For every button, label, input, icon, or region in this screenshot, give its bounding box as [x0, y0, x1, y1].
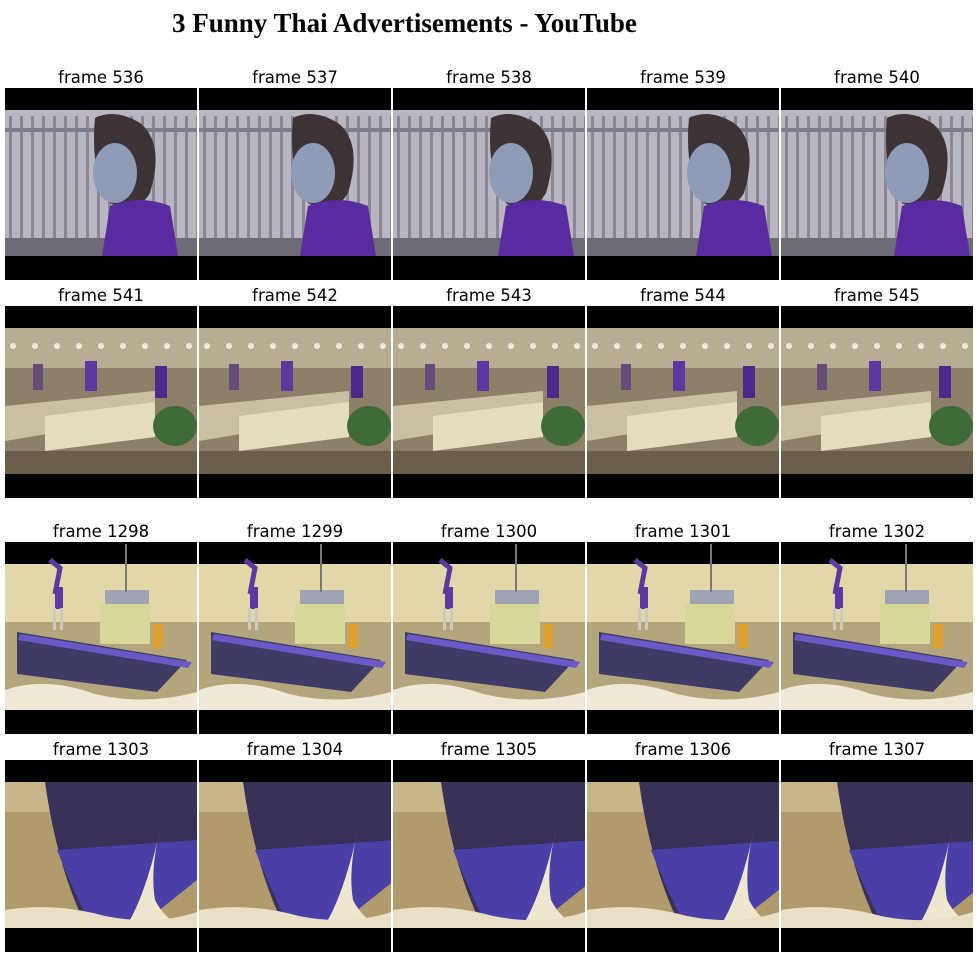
frame-label: frame 536 [58, 68, 144, 87]
frame-image [587, 760, 779, 952]
frame-image [5, 542, 197, 734]
frame-label: frame 1299 [246, 522, 344, 541]
page-title: 3 Funny Thai Advertisements - YouTube [172, 8, 637, 38]
frame-image [587, 542, 779, 734]
frame-label: frame 1303 [52, 740, 150, 759]
frame-label: frame 537 [252, 68, 338, 87]
frame-label: frame 1302 [828, 522, 926, 541]
frame-label: frame 1304 [246, 740, 344, 759]
frame-label: frame 1307 [828, 740, 926, 759]
frame-image [5, 88, 197, 280]
frame-image [781, 542, 973, 734]
frame-label: frame 540 [834, 68, 920, 87]
frame-label: frame 545 [834, 286, 920, 305]
frame-image [5, 760, 197, 952]
frame-label: frame 544 [640, 286, 726, 305]
frame-label: frame 541 [58, 286, 144, 305]
frame-image [5, 306, 197, 498]
frame-image [781, 88, 973, 280]
frame-label: frame 1305 [440, 740, 538, 759]
frame-label: frame 1298 [52, 522, 150, 541]
frame-image [199, 306, 391, 498]
frame-image [393, 542, 585, 734]
frame-image [587, 88, 779, 280]
frame-label: frame 1300 [440, 522, 538, 541]
frame-image [199, 88, 391, 280]
frame-image [781, 760, 973, 952]
frame-label: frame 1301 [634, 522, 732, 541]
frame-label: frame 539 [640, 68, 726, 87]
frame-image [393, 306, 585, 498]
frame-image [587, 306, 779, 498]
frame-label: frame 1306 [634, 740, 732, 759]
frame-image [781, 306, 973, 498]
frame-image [393, 760, 585, 952]
frame-image [199, 542, 391, 734]
frame-label: frame 543 [446, 286, 532, 305]
frame-label: frame 538 [446, 68, 532, 87]
frame-image [199, 760, 391, 952]
frame-label: frame 542 [252, 286, 338, 305]
frame-image [393, 88, 585, 280]
